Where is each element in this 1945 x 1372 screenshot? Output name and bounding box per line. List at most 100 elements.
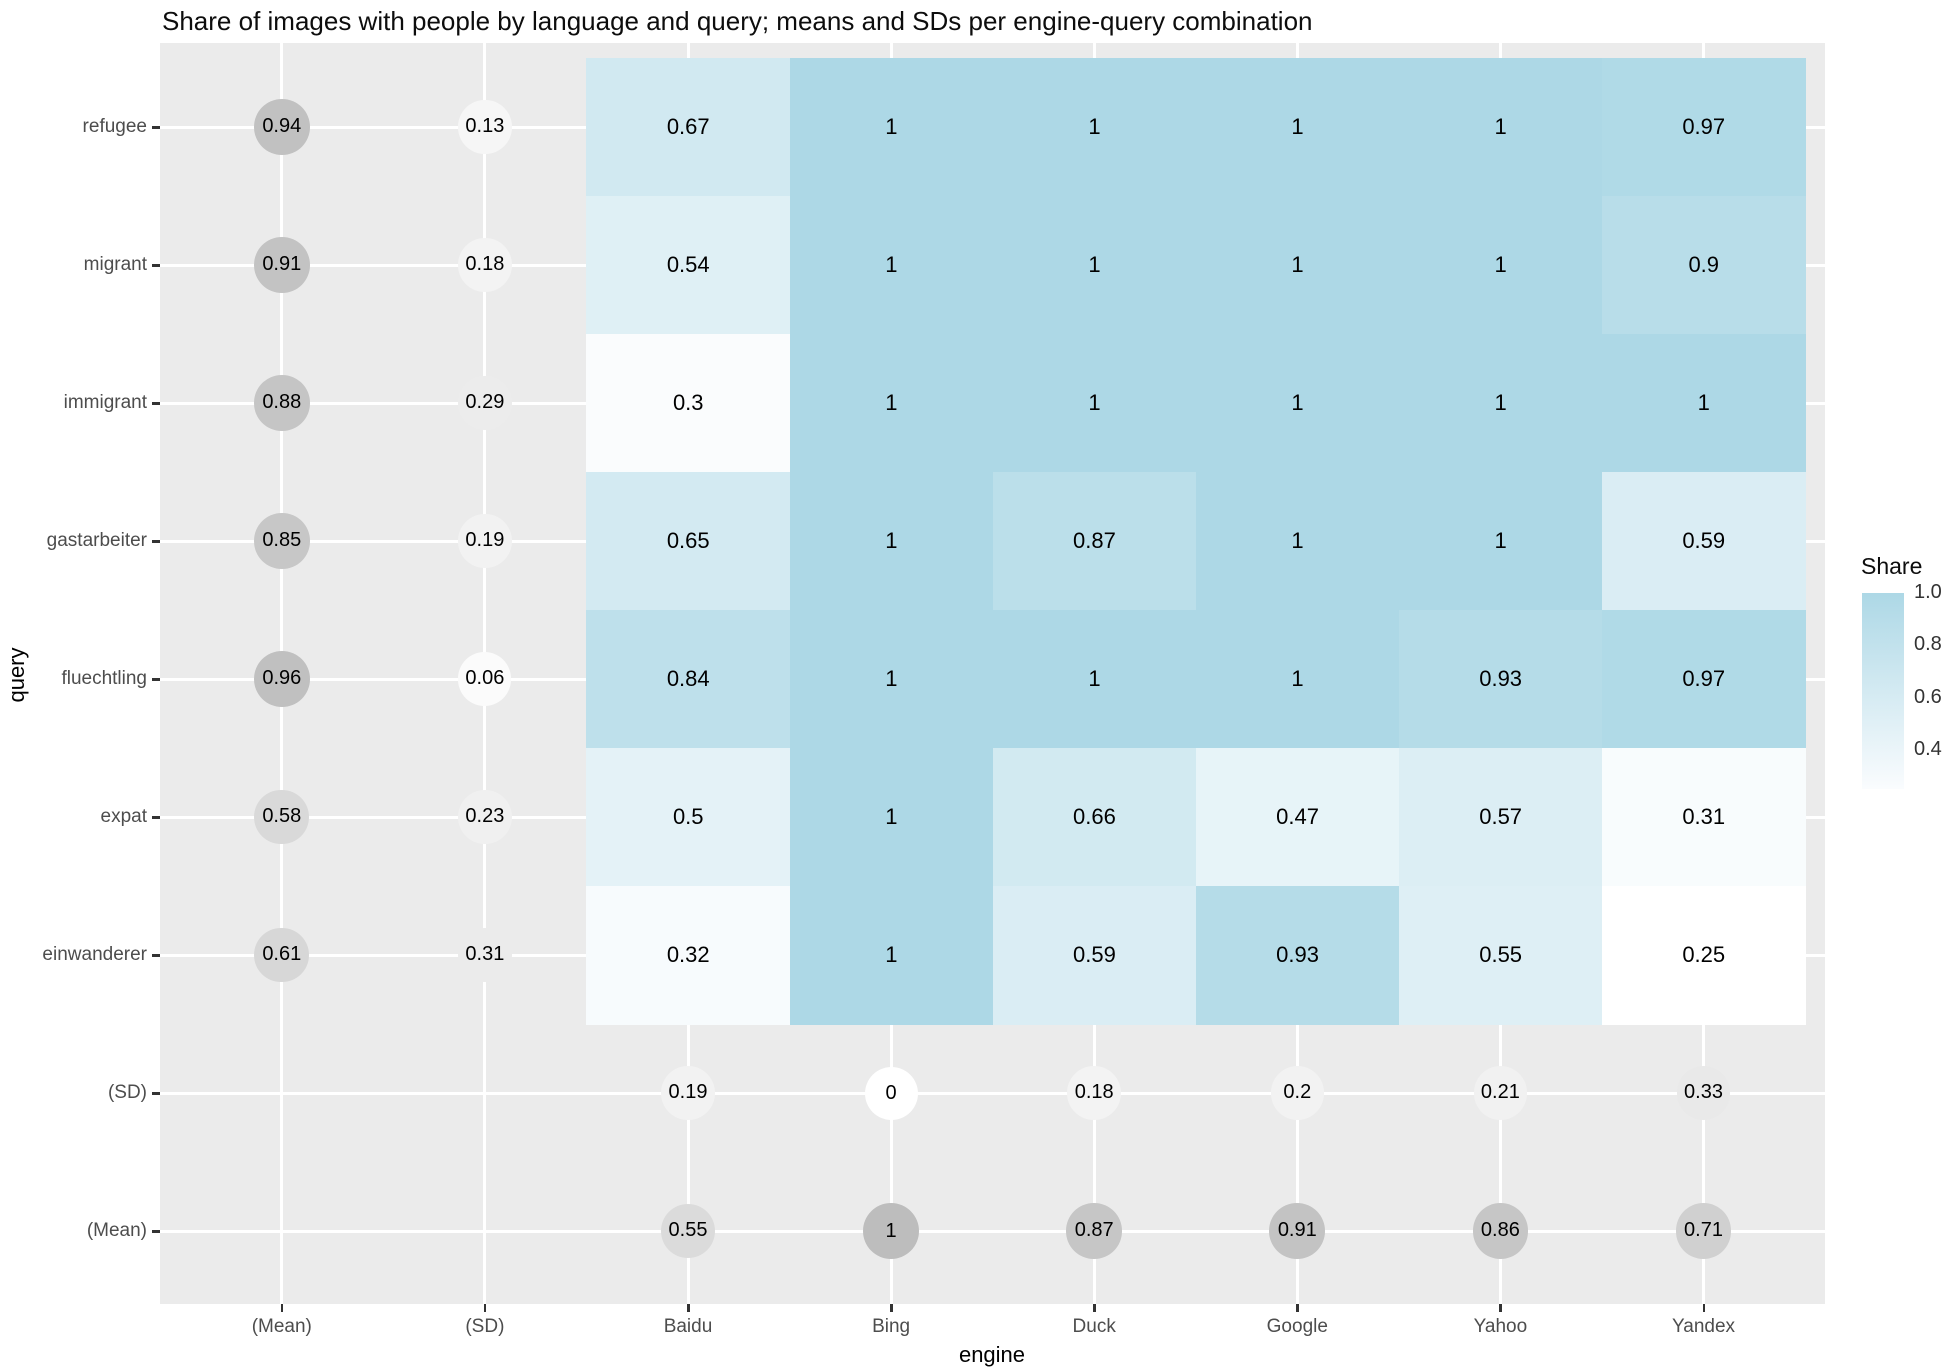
y-axis-label: (SD) [107, 1082, 147, 1103]
query-mean-circle: 0.91 [253, 237, 310, 293]
circle-value-label: 0.2 [1283, 1081, 1312, 1104]
circle-value-label: 0.19 [465, 529, 505, 552]
heatmap-tile: 0.84 [586, 610, 791, 749]
tile-value-label: 0.66 [1073, 804, 1116, 830]
heatmap-tile: 1 [789, 196, 994, 335]
engine-mean-circle: 1 [863, 1203, 920, 1259]
x-axis-tick [890, 1304, 893, 1312]
heatmap-tile: 0.55 [1398, 886, 1603, 1025]
heatmap-tile: 0.57 [1398, 748, 1603, 887]
legend-tick-label: 0.6 [1914, 685, 1942, 708]
heatmap-tile: 1 [1195, 610, 1400, 749]
engine-sd-circle: 0.21 [1473, 1066, 1528, 1120]
y-axis-tick [152, 402, 160, 405]
circle-value-label: 0.61 [262, 943, 302, 966]
query-mean-circle: 0.88 [253, 375, 310, 431]
heatmap-tile: 1 [789, 886, 994, 1025]
tile-value-label: 0.32 [666, 942, 710, 968]
gridline-horizontal [160, 1229, 1825, 1233]
legend-title: Share [1861, 553, 1923, 579]
tile-value-label: 1 [1494, 114, 1507, 140]
tile-value-label: 1 [885, 666, 898, 692]
tile-value-label: 0.47 [1276, 804, 1319, 830]
tile-value-label: 1 [885, 114, 898, 140]
legend-gradient-bar [1862, 593, 1904, 789]
y-axis-label: immigrant [63, 392, 147, 413]
query-sd-circle: 0.23 [458, 790, 512, 844]
y-axis-tick [152, 816, 160, 819]
tile-value-label: 1 [1494, 252, 1507, 278]
engine-sd-circle: 0.33 [1676, 1066, 1731, 1120]
legend-tick-label: 0.4 [1914, 737, 1942, 760]
heatmap-tile: 0.32 [586, 886, 791, 1025]
tile-value-label: 1 [1291, 528, 1304, 554]
circle-value-label: 0.88 [262, 391, 302, 414]
y-axis-tick [152, 678, 160, 681]
circle-value-label: 0.71 [1684, 1219, 1723, 1242]
heatmap-tile: 0.87 [992, 472, 1197, 611]
circle-value-label: 0.23 [465, 805, 505, 828]
tile-value-label: 1 [1291, 114, 1304, 140]
circle-value-label: 0.19 [668, 1081, 708, 1104]
tile-value-label: 1 [885, 390, 898, 416]
circle-value-label: 0.29 [465, 391, 505, 414]
heatmap-tile: 1 [789, 58, 994, 197]
tile-value-label: 0.84 [666, 666, 710, 692]
y-axis-label: einwanderer [42, 944, 147, 965]
y-axis-label: fluechtling [61, 668, 147, 689]
heatmap-tile: 1 [1398, 472, 1603, 611]
heatmap-tile: 0.59 [1601, 472, 1806, 611]
x-axis-label: (SD) [465, 1316, 505, 1337]
heatmap-tile: 1 [1398, 196, 1603, 335]
tile-value-label: 1 [1088, 666, 1101, 692]
tile-value-label: 0.57 [1479, 804, 1523, 830]
engine-sd-circle: 0.18 [1067, 1066, 1121, 1120]
tile-value-label: 1 [885, 528, 898, 554]
query-mean-circle: 0.58 [254, 789, 310, 845]
circle-value-label: 0 [885, 1081, 897, 1104]
y-axis-tick [152, 954, 160, 957]
tile-value-label: 0.97 [1682, 666, 1726, 692]
tile-value-label: 0.55 [1479, 942, 1523, 968]
tile-value-label: 0.25 [1682, 942, 1726, 968]
heatmap-tile: 1 [1195, 58, 1400, 197]
heatmap-tile: 0.9 [1601, 196, 1806, 335]
x-axis-label: Baidu [663, 1316, 713, 1337]
heatmap-tile: 1 [789, 472, 994, 611]
heatmap-tile: 0.31 [1601, 748, 1806, 887]
heatmap-tile: 1 [789, 334, 994, 473]
y-axis-tick [152, 264, 160, 267]
circle-value-label: 0.18 [465, 253, 505, 276]
heatmap-tile: 0.59 [992, 886, 1197, 1025]
circle-value-label: 0.87 [1074, 1219, 1114, 1242]
tile-value-label: 0.93 [1276, 942, 1319, 968]
y-axis-label: (Mean) [86, 1220, 147, 1241]
engine-mean-circle: 0.86 [1472, 1203, 1529, 1259]
circle-value-label: 0.91 [1277, 1219, 1317, 1242]
circle-value-label: 0.85 [262, 529, 302, 552]
circle-value-label: 0.86 [1480, 1219, 1520, 1242]
y-axis-tick [152, 1092, 160, 1095]
query-sd-circle: 0.31 [457, 928, 512, 982]
chart-title: Share of images with people by language … [162, 6, 1313, 36]
tile-value-label: 0.67 [666, 114, 710, 140]
query-sd-circle: 0.06 [458, 652, 512, 706]
tile-value-label: 0.97 [1682, 114, 1726, 140]
heatmap-tile: 0.54 [586, 196, 791, 335]
query-mean-circle: 0.94 [253, 99, 310, 155]
x-axis-tick [280, 1304, 284, 1312]
x-axis-tick [483, 1304, 487, 1312]
x-axis-tick [1702, 1304, 1705, 1312]
engine-sd-circle: 0 [864, 1066, 918, 1120]
heatmap-tile: 1 [992, 196, 1197, 335]
legend-tick-label: 1.0 [1914, 581, 1942, 603]
tile-value-label: 1 [1291, 666, 1304, 692]
tile-value-label: 0.5 [672, 804, 704, 830]
heatmap-tile: 0.97 [1601, 58, 1806, 197]
heatmap-tile: 0.65 [586, 472, 791, 611]
y-axis-label: expat [100, 806, 147, 827]
query-sd-circle: 0.19 [458, 514, 512, 568]
x-axis-label: Yandex [1671, 1316, 1736, 1337]
tile-value-label: 1 [1697, 390, 1710, 416]
tile-value-label: 1 [1088, 114, 1101, 140]
